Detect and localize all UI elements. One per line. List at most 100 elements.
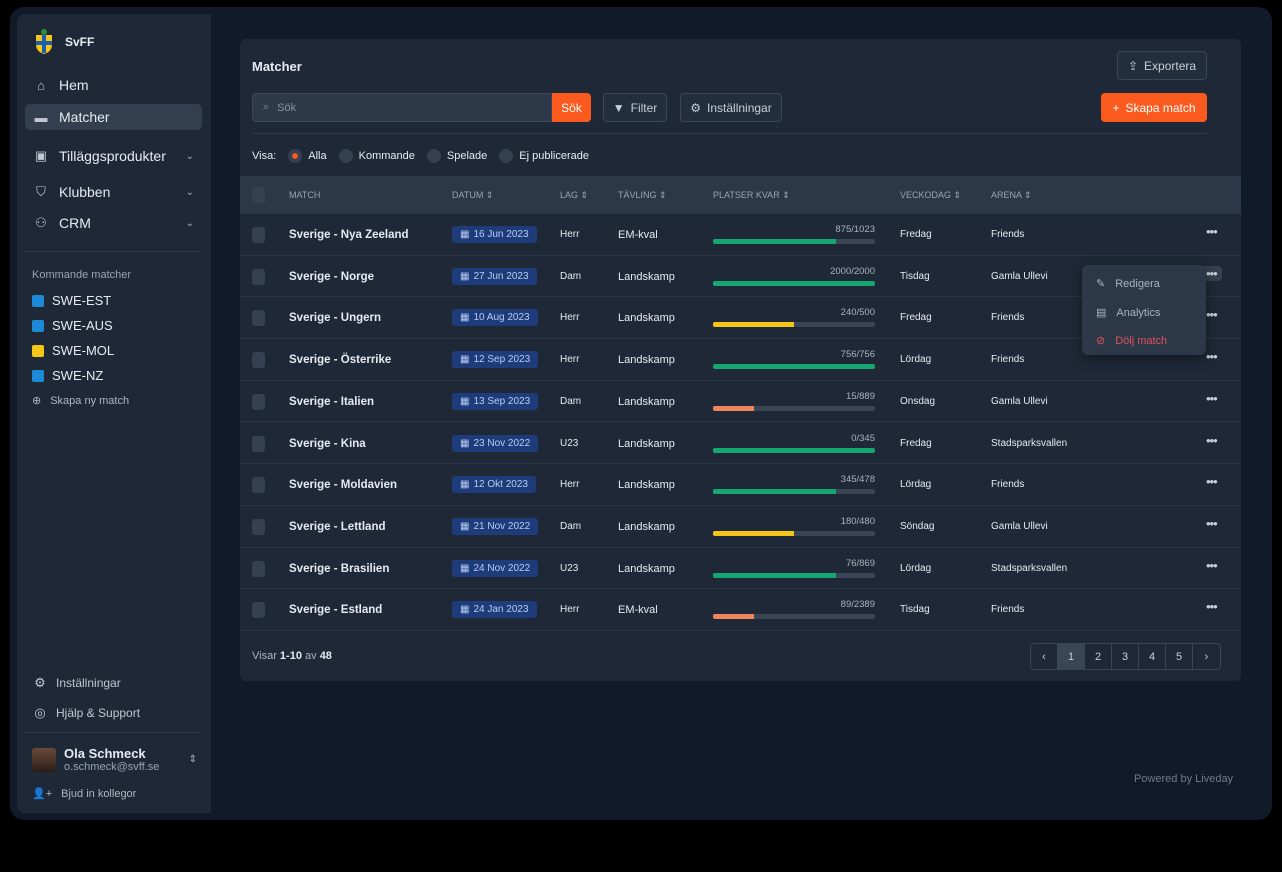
page-button[interactable]: 5 — [1166, 644, 1193, 669]
filter-radio[interactable]: Ej publicerade — [499, 149, 589, 163]
column-header[interactable]: LAG ⇕ — [560, 190, 589, 200]
search-button[interactable]: Sök — [552, 93, 591, 122]
match-name[interactable]: Sverige - Ungern — [289, 312, 382, 325]
more-actions-icon[interactable]: ••• — [1206, 224, 1218, 239]
column-header[interactable]: PLATSER KVAR ⇕ — [713, 190, 790, 200]
date-badge: ▦ 13 Sep 2023 — [452, 392, 539, 410]
more-actions-icon[interactable]: ••• — [1206, 390, 1218, 406]
table-row: Sverige - Moldavien ▦ 12 Okt 2023 Herr La… — [240, 464, 1241, 506]
upcoming-match[interactable]: SWE-MOL — [32, 343, 114, 358]
page-button[interactable]: 4 — [1139, 644, 1166, 669]
chevron-updown-icon: ⇕ — [188, 754, 197, 765]
create-new-match-link[interactable]: ⊕ Skapa ny match — [32, 394, 129, 408]
brand[interactable]: SvFF — [35, 29, 94, 55]
column-header[interactable]: TÄVLING ⇕ — [618, 190, 667, 200]
seats-progress — [713, 572, 875, 578]
create-match-button[interactable]: + Skapa match — [1101, 93, 1207, 122]
menu-item-edit[interactable]: ✎ Redigera — [1096, 277, 1160, 291]
row-checkbox[interactable] — [252, 560, 265, 577]
more-actions-icon[interactable]: ••• — [1206, 432, 1218, 448]
sidebar-settings[interactable]: ⚙ Inställningar — [32, 675, 121, 691]
row-checkbox[interactable] — [252, 518, 265, 535]
row-checkbox[interactable] — [252, 352, 265, 369]
column-header[interactable]: ARENA ⇕ — [991, 190, 1032, 200]
filter-radio[interactable]: Alla — [288, 149, 327, 163]
sidebar-item-crm[interactable]: ⚇ CRM ⌄ — [25, 210, 202, 236]
sidebar-item-tilläggsprodukter[interactable]: ▣ Tilläggsprodukter ⌄ — [25, 143, 202, 169]
divider — [252, 133, 1207, 134]
page-button[interactable]: 1 — [1058, 644, 1085, 669]
row-checkbox[interactable] — [252, 268, 265, 285]
match-name[interactable]: Sverige - Moldavien — [289, 479, 398, 492]
more-actions-icon[interactable]: ••• — [1206, 599, 1218, 615]
weekday: Onsdag — [900, 395, 936, 407]
table-row: Sverige - Brasilien ▦ 24 Nov 2022 U23 Lan… — [240, 548, 1241, 590]
user-menu[interactable]: Ola Schmeck o.schmeck@svff.se ⇕ — [32, 746, 197, 773]
team: Herr — [560, 354, 580, 366]
more-actions-icon[interactable]: ••• — [1206, 474, 1218, 490]
search-input[interactable]: ⌕ Sök — [252, 93, 552, 122]
competition: Landskamp — [618, 354, 675, 367]
upcoming-match[interactable]: SWE-AUS — [32, 318, 113, 333]
radio-label: Spelade — [446, 150, 488, 162]
menu-item-analytics[interactable]: ▤ Analytics — [1096, 306, 1160, 320]
page-button[interactable]: 3 — [1112, 644, 1139, 669]
match-name[interactable]: Sverige - Österrike — [289, 354, 392, 367]
row-checkbox[interactable] — [252, 477, 265, 494]
seats-progress-fill — [713, 489, 837, 495]
seats-left: 15/889 — [845, 390, 875, 402]
match-name[interactable]: Sverige - Estland — [289, 604, 383, 617]
export-button[interactable]: ⇪ Exportera — [1117, 51, 1207, 80]
more-actions-icon[interactable]: ••• — [1201, 265, 1222, 281]
prev-page-button[interactable]: ‹ — [1031, 644, 1058, 669]
sidebar-item-matcher[interactable]: ▬ Matcher — [25, 104, 202, 130]
upcoming-match[interactable]: SWE-NZ — [32, 368, 103, 383]
settings-button[interactable]: ⚙ Inställningar — [680, 93, 782, 122]
menu-item-hide[interactable]: ⊘ Dölj match — [1096, 334, 1167, 348]
filter-radio[interactable]: Kommande — [338, 149, 415, 163]
match-name[interactable]: Sverige - Lettland — [289, 520, 386, 533]
next-page-button[interactable]: › — [1204, 650, 1209, 663]
seats-progress — [713, 530, 875, 536]
more-actions-icon[interactable]: ••• — [1206, 557, 1218, 573]
arena: Friends — [991, 229, 1025, 240]
seats-progress — [713, 447, 875, 453]
row-checkbox[interactable] — [252, 227, 265, 243]
sidebar-item-klubben[interactable]: ⛉ Klubben ⌄ — [25, 179, 202, 205]
more-actions-icon[interactable]: ••• — [1206, 515, 1218, 531]
match-name[interactable]: Sverige - Norge — [289, 270, 374, 283]
page-button[interactable]: 2 — [1085, 644, 1112, 669]
row-checkbox[interactable] — [252, 393, 265, 410]
arena: Gamla Ullevi — [991, 395, 1048, 407]
invite-colleagues[interactable]: 👤+ Bjud in kollegor — [32, 787, 137, 801]
match-name[interactable]: Sverige - Nya Zeeland — [289, 229, 409, 241]
column-header[interactable]: DATUM ⇕ — [452, 190, 494, 200]
match-name[interactable]: Sverige - Italien — [289, 395, 375, 408]
filter-button[interactable]: ▼ Filter — [603, 93, 667, 122]
row-checkbox[interactable] — [252, 602, 265, 619]
row-checkbox[interactable] — [252, 435, 265, 452]
row-checkbox[interactable] — [252, 310, 265, 327]
radio-icon — [499, 149, 514, 163]
color-swatch — [32, 294, 44, 307]
seats-progress-fill — [713, 364, 875, 370]
upcoming-match[interactable]: SWE-EST — [32, 293, 111, 308]
ticket-icon: ▬ — [34, 109, 48, 125]
column-header[interactable]: VECKODAG ⇕ — [900, 190, 962, 200]
sidebar-help[interactable]: ◎ Hjälp & Support — [32, 705, 140, 721]
date-text: 21 Nov 2022 — [473, 520, 531, 532]
more-actions-icon[interactable]: ••• — [1206, 349, 1218, 365]
date-badge: ▦ 12 Okt 2023 — [452, 476, 536, 494]
calendar-icon: ▦ — [460, 437, 470, 449]
more-actions-icon[interactable]: ••• — [1206, 307, 1218, 323]
match-name[interactable]: Sverige - Brasilien — [289, 562, 390, 575]
select-all-checkbox[interactable] — [252, 187, 265, 203]
date-badge: ▦ 12 Sep 2023 — [452, 351, 539, 369]
invite-label: Bjud in kollegor — [61, 787, 137, 800]
gear-icon: ⚙ — [690, 100, 702, 115]
sidebar-item-hem[interactable]: ⌂ Hem — [25, 72, 202, 98]
upload-icon: ⇪ — [1127, 58, 1139, 73]
filter-radio[interactable]: Spelade — [426, 149, 488, 163]
arena: Friends — [991, 354, 1025, 366]
match-name[interactable]: Sverige - Kina — [289, 437, 366, 450]
